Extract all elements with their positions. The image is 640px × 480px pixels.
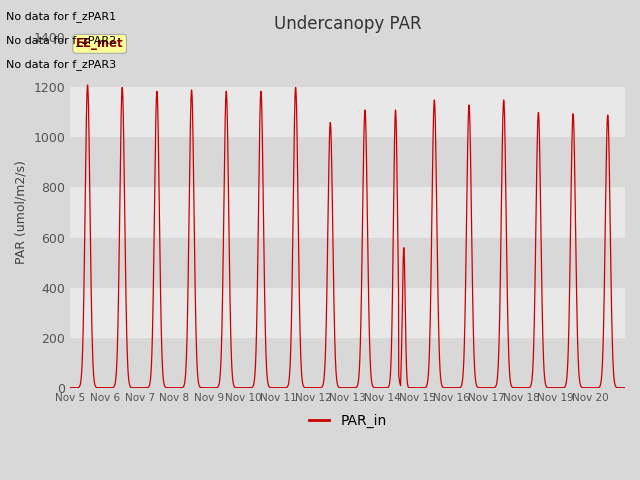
Bar — [70, 337, 625, 388]
Y-axis label: PAR (umol/m2/s): PAR (umol/m2/s) — [15, 161, 28, 264]
PAR_in — [615, 385, 623, 391]
PAR_in — [180, 383, 188, 388]
PAR_in — [536, 189, 544, 195]
Title: Undercanopy PAR: Undercanopy PAR — [274, 15, 422, 33]
Bar — [70, 87, 625, 137]
Bar — [70, 238, 625, 288]
PAR_in — [67, 385, 74, 391]
Bar — [70, 288, 625, 337]
PAR_in — [503, 277, 511, 283]
PAR_in — [419, 385, 427, 391]
PAR_in — [84, 82, 92, 88]
Line: PAR_in: PAR_in — [70, 85, 625, 388]
Text: No data for f_zPAR1: No data for f_zPAR1 — [6, 11, 116, 22]
Bar — [70, 137, 625, 188]
Text: No data for f_zPAR2: No data for f_zPAR2 — [6, 35, 116, 46]
Bar — [70, 188, 625, 238]
Legend: PAR_in: PAR_in — [303, 408, 392, 433]
Bar — [70, 37, 625, 87]
Text: EE_met: EE_met — [76, 37, 124, 50]
Text: No data for f_zPAR3: No data for f_zPAR3 — [6, 59, 116, 70]
PAR_in — [468, 232, 476, 238]
PAR_in — [621, 385, 629, 391]
